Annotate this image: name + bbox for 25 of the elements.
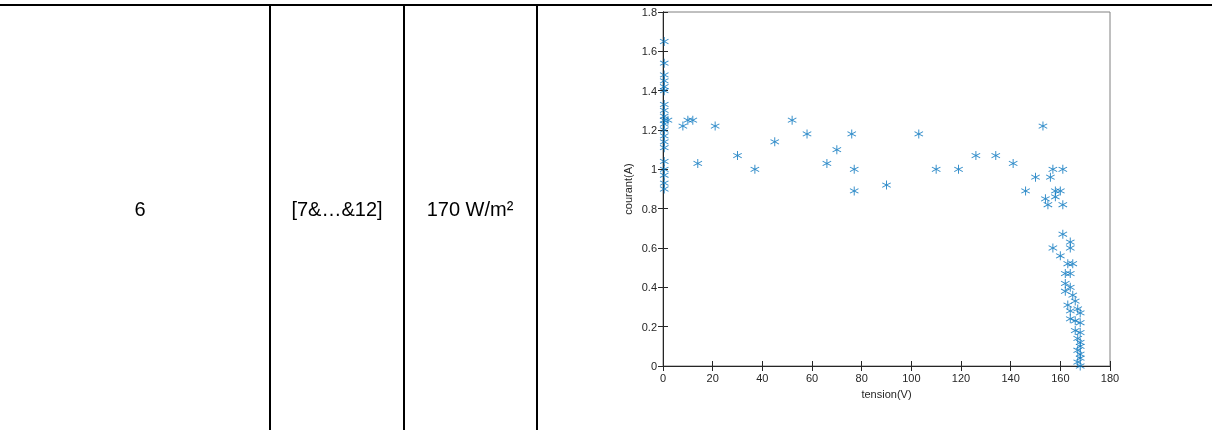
y-tick-label: 0: [650, 360, 657, 372]
text: [7&…&12]: [290, 198, 384, 221]
x-tick-label: 0: [659, 371, 667, 384]
y-tick-label: 0.6: [641, 242, 657, 254]
x-tick-label: 20: [706, 371, 719, 384]
x-tick-label: 80: [855, 371, 868, 384]
y-tick-label: 1.8: [641, 6, 657, 18]
x-tick-label: 100: [902, 371, 921, 384]
x-tick-label: 160: [1051, 371, 1070, 384]
y-tick-label: 1.2: [641, 124, 657, 136]
text: 6: [133, 198, 147, 221]
y-axis-title: courant(A): [621, 163, 634, 215]
y-tick-label: 1: [650, 163, 657, 176]
y-tick-label: 0.8: [641, 202, 657, 215]
y-tick-label: 0.4: [641, 281, 657, 294]
x-tick-label: 60: [805, 371, 819, 384]
text: 170 W/m²: [425, 198, 515, 221]
y-tick-label: 0.2: [641, 320, 657, 333]
x-axis-title: tension(V): [861, 387, 912, 400]
x-tick-label: 140: [1001, 371, 1020, 384]
x-tick-label: 180: [1100, 371, 1120, 384]
x-tick-label: 40: [756, 371, 769, 384]
y-tick-label: 1.4: [641, 84, 657, 97]
y-tick-label: 1.6: [641, 45, 657, 58]
x-tick-label: 120: [951, 371, 971, 384]
